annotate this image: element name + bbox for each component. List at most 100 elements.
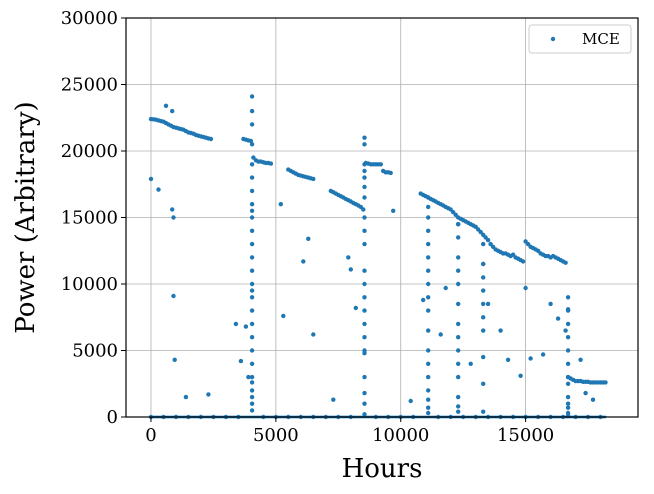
y-tick-label: 10000 [61,274,118,295]
y-tick-label: 20000 [61,141,118,162]
data-point [565,361,571,366]
data-point [362,142,367,147]
data-point [346,255,351,260]
data-point [565,321,571,327]
data-point [563,260,568,265]
data-point [362,281,367,287]
data-point [426,308,431,313]
data-point [249,215,255,220]
data-point [348,267,353,272]
data-point [456,374,461,380]
data-point [426,410,431,416]
data-point [362,215,367,220]
data-point [249,321,255,327]
data-point [249,241,255,247]
data-point [426,268,431,273]
y-tick-label: 25000 [61,75,118,96]
data-point [426,215,431,220]
data-point [206,392,211,397]
data-point [249,361,255,366]
data-point [249,348,255,353]
data-point [249,255,255,260]
data-point [426,295,431,300]
data-point [249,94,255,99]
data-point [388,170,393,176]
data-point [565,295,571,300]
data-point [565,405,571,410]
data-point [249,335,255,340]
data-point [481,381,486,386]
data-point [148,176,154,182]
data-point [426,328,431,333]
data-point [248,138,254,144]
data-point [301,259,306,264]
data-point [249,188,255,194]
data-point [481,328,486,333]
data-point [426,241,431,247]
data-point [520,259,526,264]
data-point [249,408,255,413]
data-point [583,390,588,396]
data-point [426,397,431,402]
data-point [443,285,448,291]
data-point [565,381,571,386]
data-point [362,135,367,140]
x-tick-label: 0 [145,425,156,446]
data-point [249,388,255,393]
data-point [249,122,255,127]
data-point [362,162,367,167]
data-point [249,281,255,287]
y-tick-label: 0 [107,407,118,428]
data-point [485,237,491,243]
data-point [426,348,431,353]
data-point [249,288,255,293]
data-point [590,397,596,402]
data-point [249,374,255,380]
data-point [183,394,189,400]
data-point [456,348,461,353]
legend: MCE [528,24,632,54]
data-point [170,207,175,212]
data-point [468,361,473,366]
data-point [233,321,239,327]
data-point [249,208,255,213]
data-point [249,162,255,167]
x-axis-label: Hours [342,454,423,484]
data-point [362,335,367,340]
data-point [565,348,571,353]
data-point [249,175,255,180]
data-point [246,374,251,380]
data-point [456,335,461,340]
data-point [362,390,367,396]
data-point [426,204,431,210]
data-point [362,184,367,190]
data-point [391,208,396,213]
data-point [362,308,367,313]
data-point [249,308,255,313]
data-point [243,324,249,329]
data-point [426,361,431,366]
data-point [421,297,426,303]
data-point [249,295,255,300]
data-point [306,236,311,241]
data-point [578,357,583,362]
data-point [555,316,561,321]
data-point [481,288,486,293]
y-axis-label: Power (Arbitrary) [11,101,41,333]
y-tick-label: 30000 [61,8,118,29]
data-point [456,255,461,260]
data-point [456,268,461,273]
data-point [362,321,367,327]
data-point [481,315,486,320]
data-point [481,409,486,414]
data-point [249,108,255,114]
data-point [156,187,161,192]
data-point [528,356,533,361]
data-point [481,301,486,307]
data-point [438,332,443,337]
data-point [456,222,461,227]
data-point [456,409,461,414]
data-point [565,374,571,380]
data-point [362,175,367,180]
legend-label-mce: MCE [582,30,620,48]
